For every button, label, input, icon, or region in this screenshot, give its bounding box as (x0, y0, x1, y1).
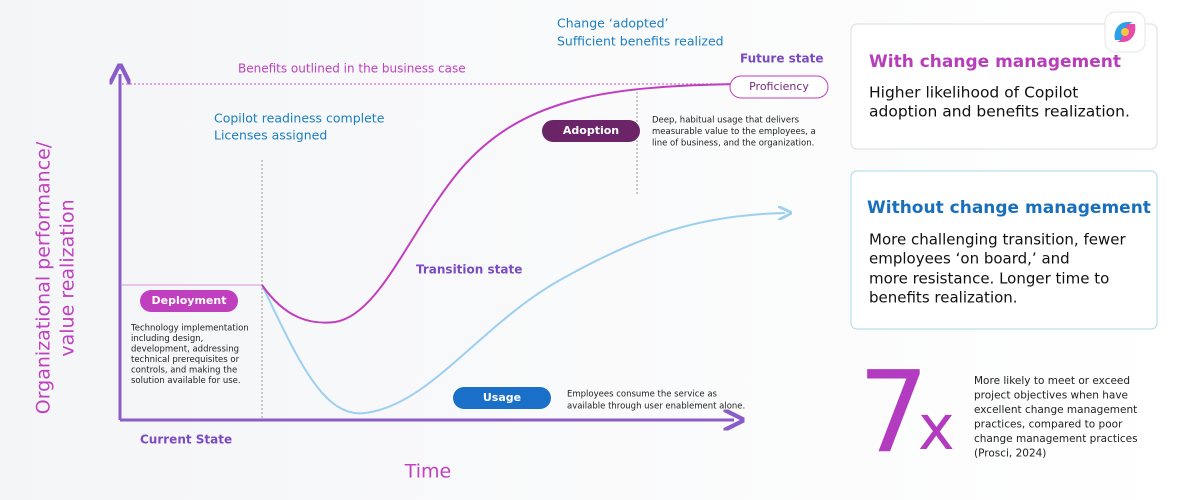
card-body: Higher likelihood of Copilot (869, 84, 1078, 102)
card-title: With change management (869, 52, 1121, 72)
description-line: technical prerequisites or (131, 355, 240, 365)
future-state: Future state (740, 52, 824, 66)
card-title: Without change management (867, 198, 1151, 218)
description-line: Employees consume the service as (567, 390, 718, 400)
transition-label: Transition state (416, 263, 522, 277)
copilot-icon (1104, 11, 1146, 53)
annotation: Copilot readiness complete (214, 111, 385, 126)
badge-label: Adoption (563, 124, 619, 137)
badge (140, 290, 238, 312)
stat-number: 7 (858, 348, 929, 478)
y-axis-label: Organizational performance/ (33, 141, 55, 414)
card-body: more resistance. Longer time to (869, 270, 1109, 288)
badge (453, 387, 551, 409)
current-state: Current State (140, 433, 232, 447)
description: Deep, habitual usage that deliversmeasur… (652, 116, 816, 149)
description-line: solution available for use. (131, 376, 241, 386)
stat-suffix: x (918, 391, 955, 464)
description-line: excellent change management (974, 404, 1137, 416)
annotation: Sufficient benefits realized (557, 34, 724, 49)
description-line: project objectives when have (974, 390, 1128, 402)
description-line: More likely to meet or exceed (974, 375, 1130, 387)
x-axis-label: Time (404, 461, 452, 483)
card-body: More challenging transition, fewer (869, 231, 1126, 249)
without-curve (261, 213, 785, 415)
description-line: including design, (131, 334, 203, 344)
description: More likely to meet or exceed project obj… (974, 375, 1138, 460)
description-line: Technology implementation (130, 324, 249, 334)
annotation: Licenses assigned (214, 128, 327, 143)
y-axis-label: value realization (57, 199, 79, 356)
card (850, 170, 1158, 330)
card-body: employees ‘on board,’ and (869, 250, 1070, 268)
description-line: Deep, habitual usage that delivers (652, 116, 800, 126)
with-curve (261, 83, 741, 324)
description-line: change management practices (974, 433, 1138, 445)
card (850, 23, 1158, 150)
card-body: adoption and benefits realization. (869, 103, 1130, 121)
description-line: development, addressing (131, 345, 239, 355)
description: Employees consume the service as availabl… (567, 390, 745, 412)
annotation: Change ‘adopted’ (557, 16, 668, 31)
badge-label: Usage (483, 391, 521, 404)
badge (729, 75, 829, 99)
description-line: available through user enablement alone. (567, 402, 745, 412)
description-line: practices, compared to poor (974, 419, 1123, 431)
badge (542, 120, 640, 142)
benefits-label: Benefits outlined in the business case (238, 62, 466, 76)
description-line: controls, and making the (131, 366, 237, 376)
description-line: line of business, and the organization. (652, 139, 814, 149)
card-body: benefits realization. (869, 289, 1018, 307)
badge-label: Deployment (152, 294, 227, 307)
description-line: (Prosci, 2024) (974, 448, 1046, 460)
description-line: measurable value to the employees, a (652, 127, 816, 137)
badge-label: Proficiency (749, 80, 809, 93)
